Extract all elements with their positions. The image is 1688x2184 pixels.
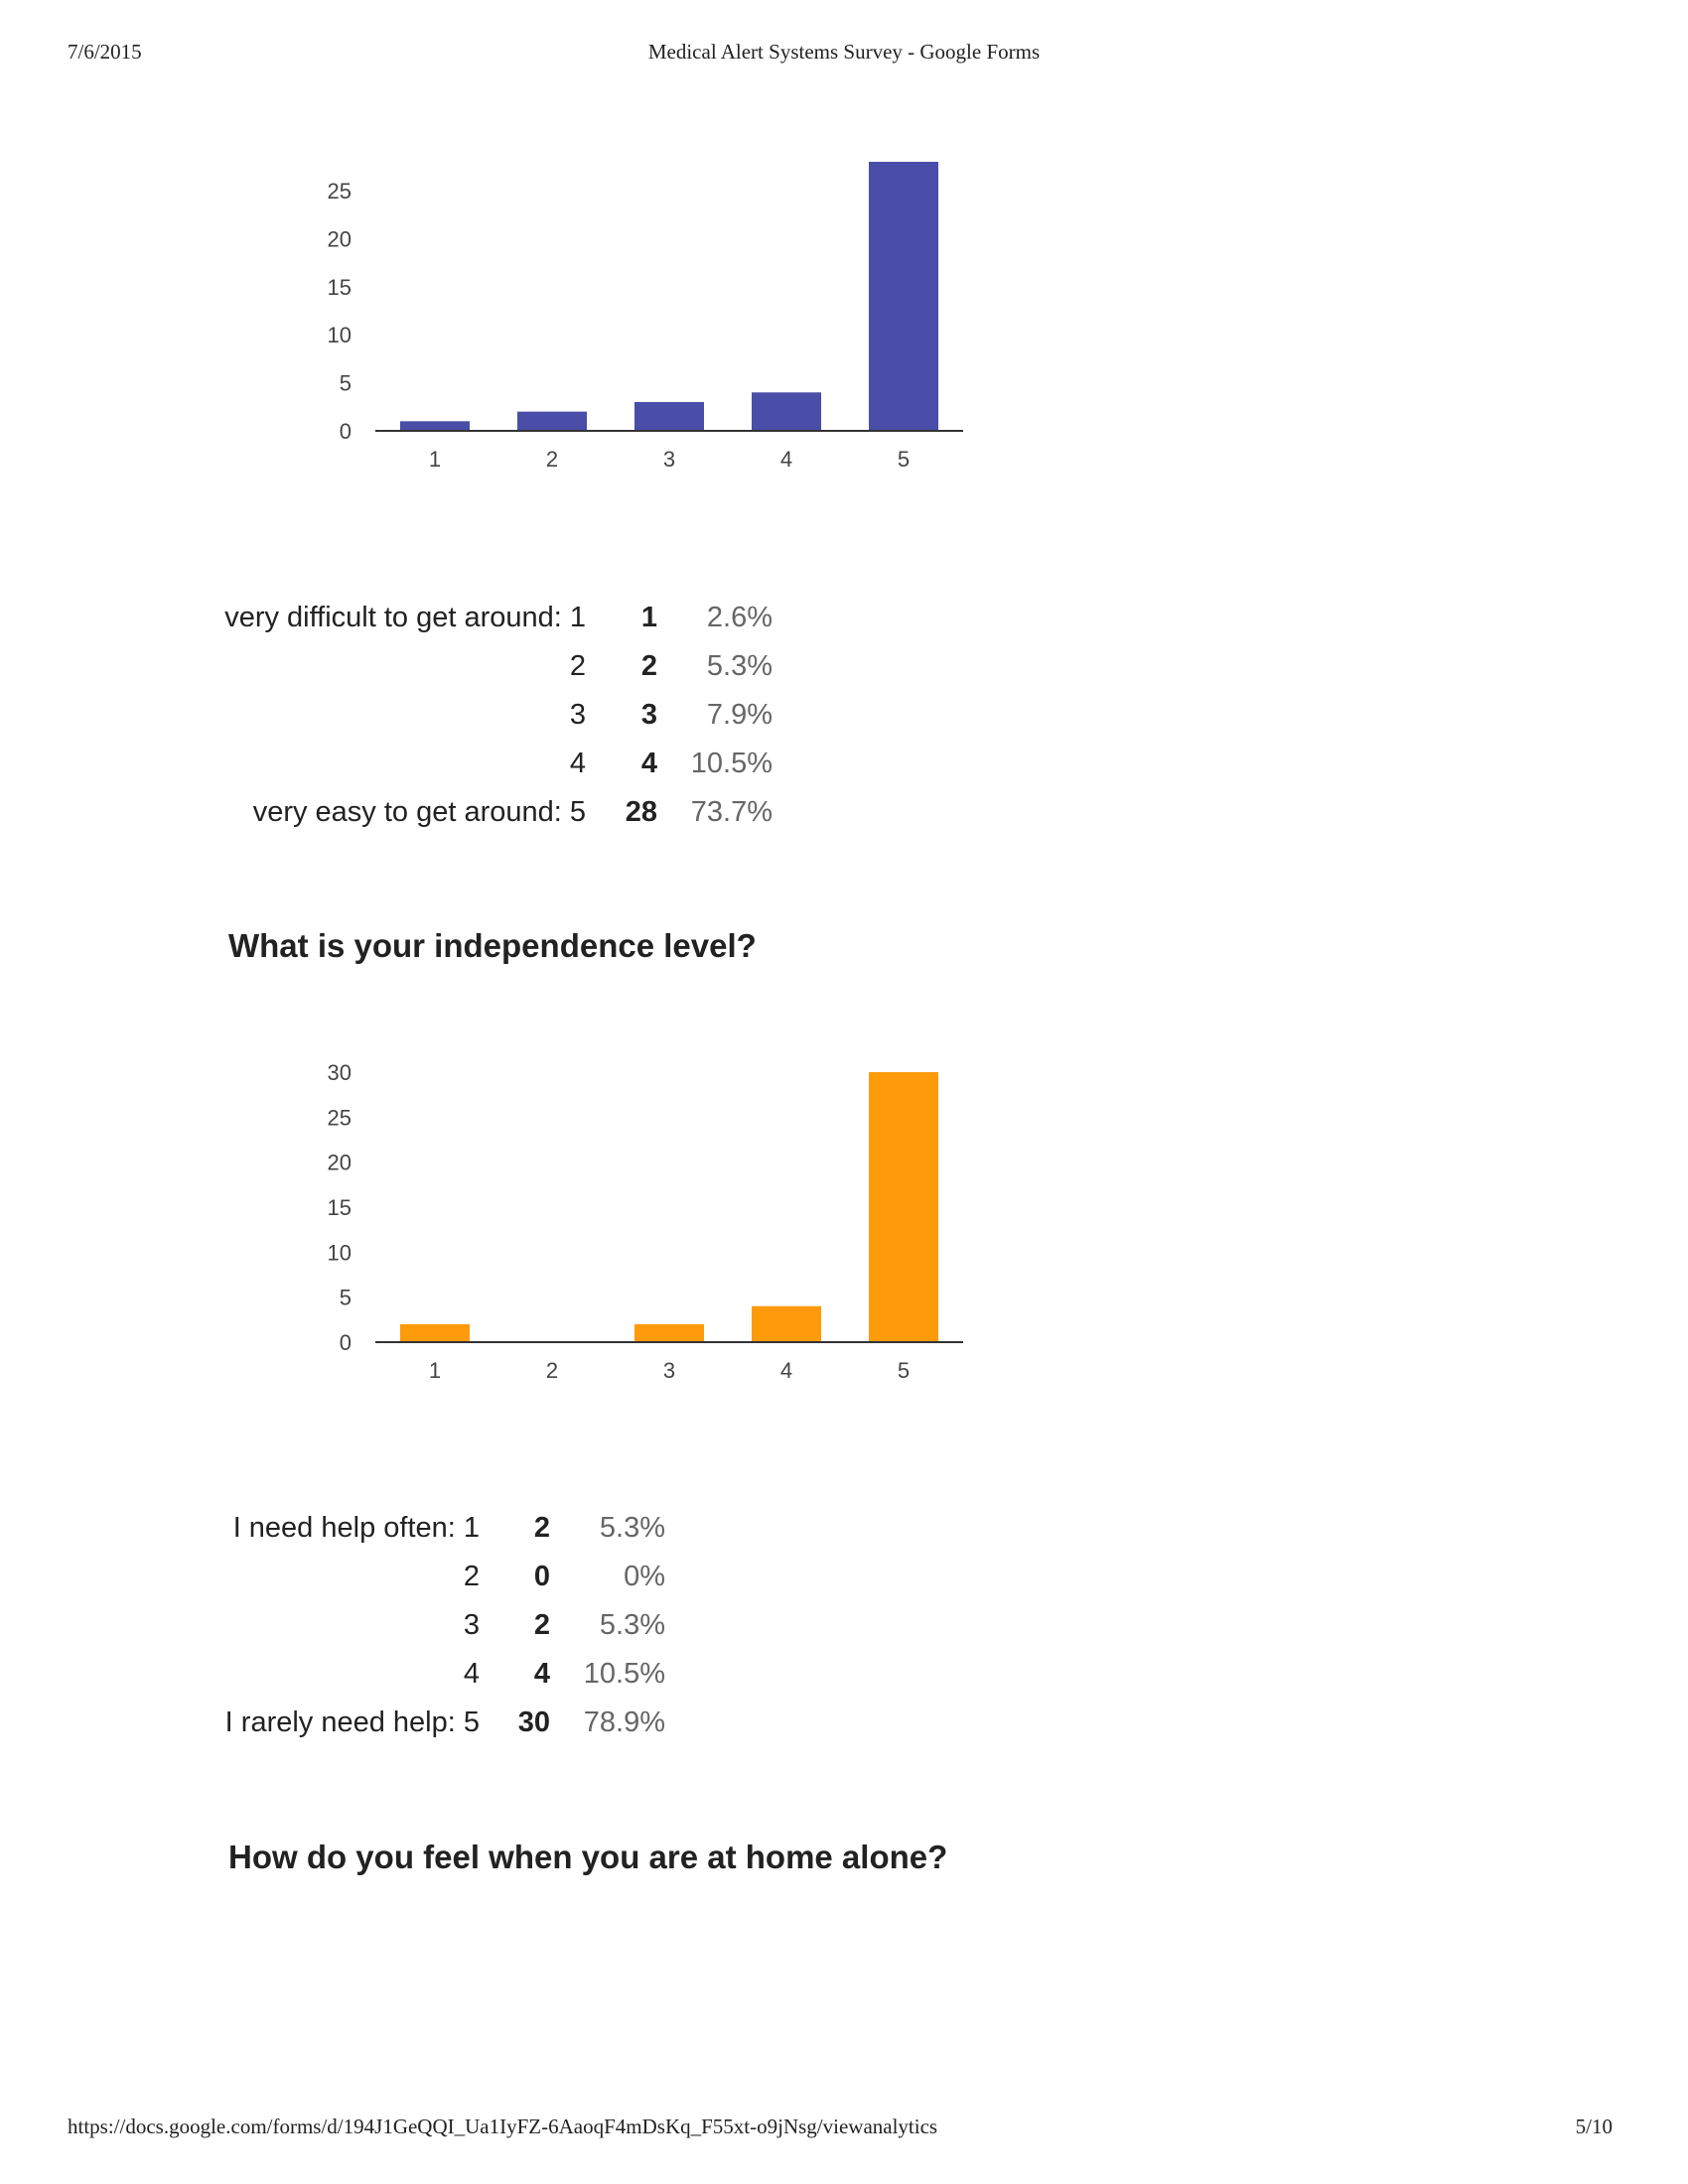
response-label: very easy to get around: 5 bbox=[252, 796, 586, 828]
x-tick-label: 5 bbox=[898, 447, 910, 472]
y-tick-label: 20 bbox=[328, 1151, 352, 1175]
response-row: very easy to get around: 5 28 73.7% bbox=[223, 788, 773, 837]
response-label: 3 bbox=[463, 1609, 480, 1641]
response-count: 4 bbox=[533, 1658, 550, 1690]
response-percent: 5.3% bbox=[599, 1512, 665, 1544]
response-percent: 10.5% bbox=[690, 748, 773, 779]
response-row: 4 4 10.5% bbox=[223, 740, 773, 788]
response-percent: 5.3% bbox=[599, 1609, 665, 1641]
x-tick-label: 3 bbox=[663, 1358, 675, 1383]
bar-4 bbox=[752, 392, 821, 431]
response-count: 2 bbox=[640, 650, 657, 682]
response-row: 3 2 5.3% bbox=[223, 1601, 665, 1650]
x-tick-label: 5 bbox=[898, 1358, 910, 1383]
response-count: 4 bbox=[640, 748, 657, 779]
x-tick-label: 4 bbox=[780, 1358, 792, 1383]
independence-bar-chart: 0 5 10 15 20 25 30 1 2 3 4 5 bbox=[328, 1060, 963, 1383]
page-title: Medical Alert Systems Survey - Google Fo… bbox=[647, 40, 1041, 64]
response-count: 0 bbox=[533, 1561, 550, 1592]
response-percent: 0% bbox=[624, 1561, 665, 1592]
question-title-independence: What is your independence level? bbox=[228, 927, 757, 964]
response-row: 2 0 0% bbox=[223, 1553, 665, 1601]
x-tick-label: 2 bbox=[546, 1358, 558, 1383]
response-label: very difficult to get around: 1 bbox=[224, 602, 586, 633]
y-tick-label: 30 bbox=[328, 1060, 352, 1085]
response-row: 2 2 5.3% bbox=[223, 642, 773, 691]
response-row: I rarely need help: 5 30 78.9% bbox=[223, 1699, 665, 1747]
page-number: 5/10 bbox=[1575, 2115, 1613, 2138]
response-count: 2 bbox=[533, 1609, 550, 1641]
y-tick-label: 15 bbox=[328, 275, 352, 300]
response-percent: 5.3% bbox=[706, 650, 773, 682]
response-label: 4 bbox=[569, 748, 586, 779]
bar-1 bbox=[400, 421, 470, 431]
bar-3 bbox=[634, 401, 704, 431]
x-tick-label: 2 bbox=[546, 447, 558, 472]
y-tick-label: 5 bbox=[340, 1286, 352, 1310]
response-label: I rarely need help: 5 bbox=[224, 1706, 480, 1738]
x-tick-label: 3 bbox=[663, 447, 675, 472]
response-count: 2 bbox=[533, 1512, 550, 1544]
response-row: 3 3 7.9% bbox=[223, 691, 773, 740]
response-count: 30 bbox=[517, 1706, 550, 1738]
x-tick-label: 1 bbox=[429, 447, 441, 472]
response-percent: 2.6% bbox=[706, 602, 773, 633]
response-percent: 78.9% bbox=[583, 1706, 665, 1738]
bar-5 bbox=[869, 1072, 938, 1342]
response-count: 28 bbox=[625, 796, 657, 828]
bar-2 bbox=[517, 411, 587, 431]
mobility-bar-chart: 0 5 10 15 20 25 1 2 3 4 5 bbox=[328, 162, 963, 472]
y-tick-label: 25 bbox=[328, 179, 352, 204]
y-tick-label: 15 bbox=[328, 1195, 352, 1220]
y-tick-label: 10 bbox=[328, 1240, 352, 1265]
independence-response-table: I need help often: 1 2 5.3% 2 0 0% 3 2 5.3% 4 4 10.… bbox=[223, 1504, 665, 1747]
response-row: I need help often: 1 2 5.3% bbox=[223, 1504, 665, 1553]
response-label: 2 bbox=[463, 1561, 480, 1592]
bar-3 bbox=[634, 1323, 704, 1342]
x-tick-label: 4 bbox=[780, 447, 792, 472]
y-tick-label: 0 bbox=[340, 1330, 352, 1355]
y-tick-label: 0 bbox=[340, 419, 352, 444]
bar-4 bbox=[752, 1305, 821, 1342]
print-date: 7/6/2015 bbox=[68, 40, 142, 64]
x-tick-label: 1 bbox=[429, 1358, 441, 1383]
y-tick-label: 20 bbox=[328, 226, 352, 251]
response-count: 1 bbox=[640, 602, 657, 633]
response-label: 3 bbox=[569, 699, 586, 731]
mobility-response-table: very difficult to get around: 1 1 2.6% 2 2 5.… bbox=[223, 594, 773, 837]
y-tick-label: 25 bbox=[328, 1105, 352, 1130]
response-label: 2 bbox=[569, 650, 586, 682]
response-row: very difficult to get around: 1 1 2.6% bbox=[223, 594, 773, 642]
y-tick-label: 5 bbox=[340, 371, 352, 396]
response-label: 4 bbox=[463, 1658, 480, 1690]
response-row: 4 4 10.5% bbox=[223, 1650, 665, 1699]
response-label: I need help often: 1 bbox=[232, 1512, 480, 1544]
response-count: 3 bbox=[640, 699, 657, 731]
bar-1 bbox=[400, 1323, 470, 1342]
y-tick-label: 10 bbox=[328, 323, 352, 347]
question-title-home-alone: How do you feel when you are at home alo… bbox=[228, 1839, 948, 1875]
response-percent: 7.9% bbox=[706, 699, 773, 731]
bar-5 bbox=[869, 162, 938, 431]
response-percent: 10.5% bbox=[583, 1658, 665, 1690]
page-url: https://docs.google.com/forms/d/194J1GeQ… bbox=[68, 2115, 938, 2138]
response-percent: 73.7% bbox=[690, 796, 773, 828]
